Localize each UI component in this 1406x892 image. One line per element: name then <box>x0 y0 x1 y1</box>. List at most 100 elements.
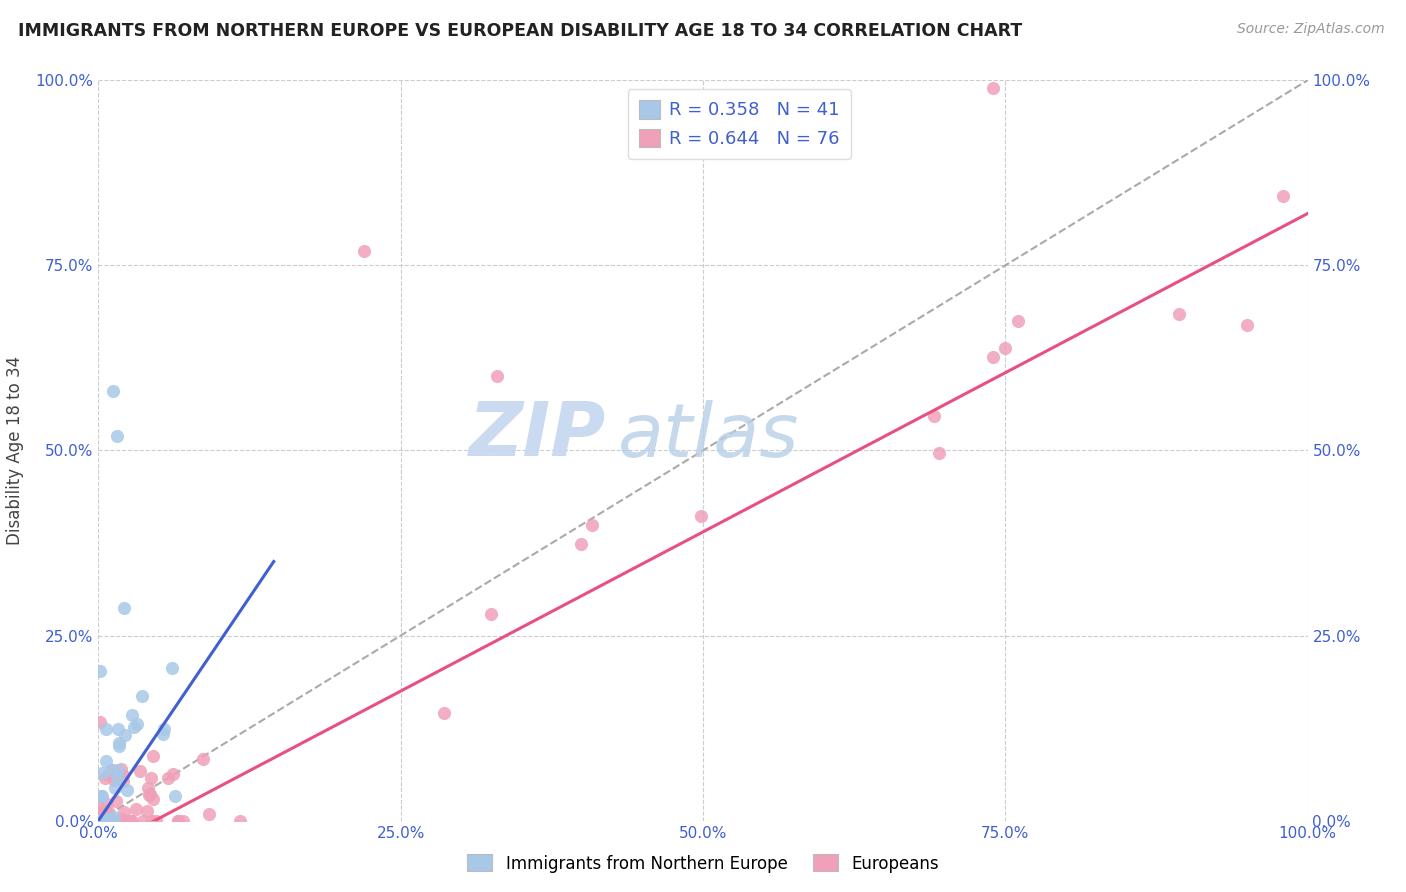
Point <box>89 814 111 828</box>
Text: Source: ZipAtlas.com: Source: ZipAtlas.com <box>1237 22 1385 37</box>
Point <box>141 771 163 785</box>
Point <box>90 814 112 828</box>
Point <box>103 810 125 824</box>
Point <box>118 814 141 828</box>
Point <box>107 814 129 828</box>
Legend: Immigrants from Northern Europe, Europeans: Immigrants from Northern Europe, Europea… <box>461 847 945 880</box>
Point <box>124 720 146 734</box>
Point <box>111 814 134 828</box>
Point <box>928 446 950 460</box>
Point <box>110 814 132 828</box>
Point <box>90 814 112 828</box>
Point <box>167 814 190 828</box>
Point <box>162 766 184 780</box>
Point <box>105 428 128 442</box>
Point <box>90 766 112 780</box>
Point <box>91 814 114 828</box>
Point <box>90 814 112 828</box>
Point <box>93 814 115 828</box>
Point <box>107 763 129 777</box>
Point <box>100 814 122 828</box>
Point <box>89 814 111 828</box>
Point <box>89 814 111 828</box>
Point <box>142 748 165 763</box>
Point <box>136 805 159 819</box>
Point <box>121 707 143 722</box>
Point <box>108 772 131 786</box>
Point <box>90 814 112 828</box>
Point <box>981 350 1004 364</box>
Point <box>172 814 194 828</box>
Point <box>89 814 111 828</box>
Point <box>129 764 152 779</box>
Point <box>981 80 1004 95</box>
Point <box>89 805 111 820</box>
Point <box>1007 314 1029 328</box>
Point <box>91 789 114 803</box>
Point <box>994 342 1017 356</box>
Point <box>107 814 129 828</box>
Point <box>1272 189 1295 203</box>
Point <box>90 789 112 804</box>
Point <box>94 811 117 825</box>
Point <box>101 763 124 777</box>
Point <box>145 814 167 828</box>
Point <box>98 814 121 828</box>
Point <box>142 792 165 806</box>
Point <box>105 814 128 828</box>
Point <box>569 537 592 551</box>
Point <box>581 517 603 532</box>
Point <box>152 727 174 741</box>
Point <box>1167 307 1189 321</box>
Point <box>97 806 120 821</box>
Point <box>91 814 114 828</box>
Point <box>153 722 176 736</box>
Point <box>89 664 111 678</box>
Point <box>121 814 143 828</box>
Point <box>228 814 250 828</box>
Point <box>479 607 502 621</box>
Point <box>103 814 125 828</box>
Text: IMMIGRANTS FROM NORTHERN EUROPE VS EUROPEAN DISABILITY AGE 18 TO 34 CORRELATION : IMMIGRANTS FROM NORTHERN EUROPE VS EUROP… <box>18 22 1022 40</box>
Point <box>197 806 219 821</box>
Point <box>108 736 131 750</box>
Point <box>163 789 186 804</box>
Point <box>118 814 141 828</box>
Point <box>94 805 117 819</box>
Point <box>138 788 160 802</box>
Point <box>125 802 148 816</box>
Point <box>486 369 509 384</box>
Point <box>922 409 945 423</box>
Point <box>97 814 120 828</box>
Text: ZIP: ZIP <box>470 399 606 472</box>
Point <box>94 771 117 785</box>
Point <box>96 814 118 828</box>
Point <box>690 508 713 523</box>
Point <box>97 767 120 781</box>
Point <box>141 814 163 828</box>
Point <box>91 813 114 827</box>
Point <box>138 787 160 801</box>
Point <box>132 814 155 828</box>
Point <box>94 814 117 828</box>
Point <box>90 814 112 828</box>
Point <box>131 689 153 703</box>
Point <box>104 781 127 796</box>
Point <box>353 244 375 258</box>
Point <box>110 763 132 777</box>
Point <box>156 771 179 785</box>
Point <box>96 814 118 828</box>
Point <box>103 772 125 787</box>
Point <box>90 814 112 828</box>
Point <box>160 661 183 675</box>
Point <box>136 780 159 795</box>
Point <box>112 601 135 615</box>
Point <box>127 717 149 731</box>
Point <box>101 814 124 828</box>
Point <box>101 384 124 399</box>
Point <box>91 814 114 828</box>
Point <box>97 814 120 828</box>
Point <box>96 722 118 736</box>
Y-axis label: Disability Age 18 to 34: Disability Age 18 to 34 <box>7 356 24 545</box>
Point <box>91 814 114 828</box>
